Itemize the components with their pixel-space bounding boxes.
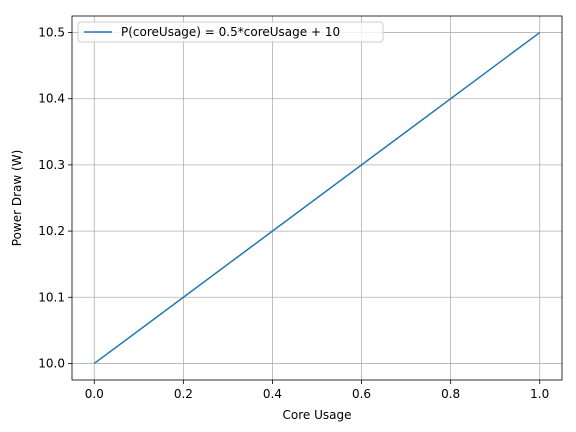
y-tick-label: 10.5 <box>38 26 65 40</box>
x-axis-ticks: 0.0 0.2 0.4 0.6 0.8 1.0 <box>85 380 549 401</box>
y-axis-ticks: 10.0 10.1 10.2 10.3 10.4 10.5 <box>38 26 72 370</box>
legend-box <box>77 21 384 43</box>
x-tick-label: 0.0 <box>85 387 104 401</box>
legend-entry-label: P(coreUsage) = 0.5*coreUsage + 10 <box>121 25 340 39</box>
plot-frame <box>71 15 563 381</box>
x-axis-label: Core Usage <box>283 408 352 422</box>
y-axis-label: Power Draw (W) <box>10 150 24 246</box>
series-line <box>93 31 541 365</box>
y-tick-label: 10.0 <box>38 356 65 370</box>
y-tick-label: 10.3 <box>38 158 65 172</box>
x-tick-label: 1.0 <box>530 387 549 401</box>
x-tick-label: 0.2 <box>174 387 193 401</box>
y-tick-label: 10.2 <box>38 224 65 238</box>
x-tick-label: 0.8 <box>441 387 460 401</box>
x-tick-label: 0.6 <box>352 387 371 401</box>
x-tick-label: 0.4 <box>263 387 282 401</box>
legend: P(coreUsage) = 0.5*coreUsage + 10 <box>77 21 384 43</box>
y-tick-label: 10.4 <box>38 92 65 106</box>
y-tick-label: 10.1 <box>38 290 65 304</box>
series-layer <box>93 31 541 365</box>
